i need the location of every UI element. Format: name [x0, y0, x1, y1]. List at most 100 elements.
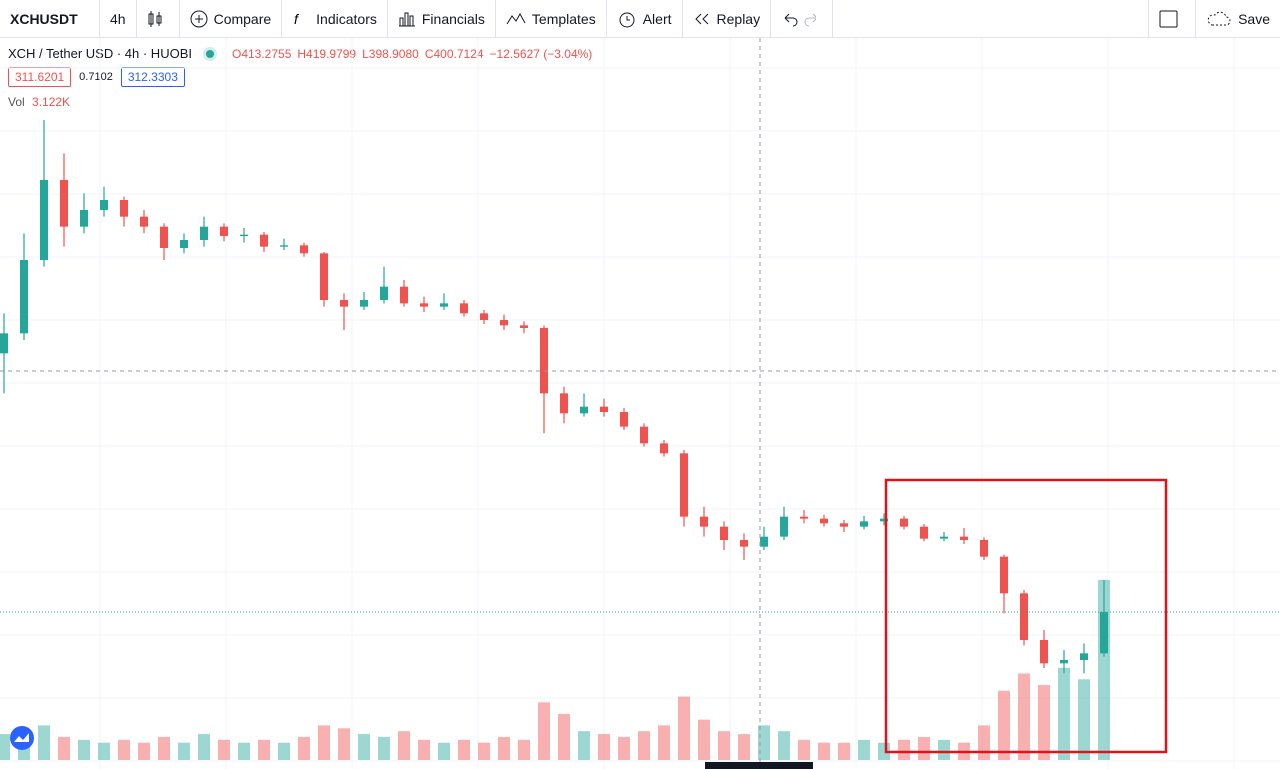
legend-row: XCH / Tether USD · 4h · HUOBI O413.2755 …: [8, 46, 592, 61]
volume-bar: [318, 725, 330, 760]
candle-body: [800, 516, 808, 519]
candle-body: [320, 253, 328, 300]
volume-row: Vol 3.122K: [8, 95, 592, 109]
save-button[interactable]: Save: [1196, 0, 1280, 37]
candle-body: [1080, 653, 1088, 660]
high: H419.9799: [297, 46, 357, 61]
candle-body: [460, 303, 468, 314]
candle-body: [300, 245, 308, 254]
low: L398.9080: [362, 46, 419, 61]
label: Templates: [531, 10, 596, 27]
volume-bar: [1018, 673, 1030, 760]
volume-bar: [198, 734, 210, 760]
candle-body: [680, 453, 688, 517]
volume-bar: [578, 731, 590, 760]
undo-icon: [784, 13, 817, 26]
candle-body: [740, 540, 748, 547]
volume-value: 3.122K: [32, 95, 71, 109]
candle-body: [360, 300, 368, 307]
chart-style-button[interactable]: [137, 0, 180, 37]
volume-bar: [758, 725, 770, 760]
change: −12.5627 (−3.04%): [489, 46, 593, 61]
volume-bar: [638, 731, 650, 760]
candle-body: [880, 518, 888, 522]
volume-bar: [518, 739, 530, 760]
candle-body: [920, 526, 928, 539]
candle-body: [220, 226, 228, 236]
replay-button[interactable]: Replay: [683, 0, 772, 37]
volume-bar: [1058, 667, 1070, 760]
compare-button[interactable]: Compare: [180, 0, 283, 37]
symbol-button[interactable]: XCHUSDT: [0, 0, 100, 37]
volume-bar: [258, 739, 270, 760]
logo: [10, 726, 34, 750]
candle-body: [600, 406, 608, 412]
candle-body: [980, 540, 988, 557]
candle-body: [960, 536, 968, 540]
volume-bar: [278, 742, 290, 760]
volume-bar: [0, 734, 10, 760]
volume-bar: [98, 742, 110, 760]
svg-text:f: f: [294, 11, 300, 27]
candle-body: [80, 210, 88, 227]
candle-body: [620, 412, 628, 427]
candle-body: [380, 286, 388, 300]
highlight-box: [884, 478, 1168, 754]
chart: [0, 38, 1280, 769]
alert-button[interactable]: Alert: [607, 0, 683, 37]
candle-body: [100, 200, 108, 210]
candle-body: [560, 393, 568, 414]
candle-body: [700, 516, 708, 527]
templates-button[interactable]: Templates: [496, 0, 607, 37]
volume-bar: [38, 725, 50, 760]
volume-bar: [818, 742, 830, 760]
candle-body: [760, 536, 768, 547]
alarm-icon: [619, 12, 635, 27]
fx-icon: f: [294, 11, 300, 27]
undo-redo[interactable]: [771, 0, 834, 37]
plus-icon: [190, 10, 208, 27]
time-marker: [705, 762, 813, 769]
candle-body: [180, 240, 188, 248]
candle-body: [640, 426, 648, 444]
candle-body: [60, 180, 68, 227]
layout-button[interactable]: [1148, 0, 1197, 37]
volume-bar: [738, 734, 750, 760]
candle-body: [580, 406, 588, 414]
volume-bar: [338, 728, 350, 760]
label: Compare: [213, 10, 272, 27]
volume-bar: [678, 696, 690, 760]
volume-bar: [58, 736, 70, 760]
toolbar: XCHUSDT 4h Compare f Indicators Financial…: [0, 0, 1280, 38]
candle-body: [500, 320, 508, 326]
financials-button[interactable]: Financials: [388, 0, 496, 37]
open: O413.2755: [231, 46, 292, 61]
volume-bar: [598, 734, 610, 760]
candle-body: [1000, 556, 1008, 594]
volume-bar: [138, 742, 150, 760]
candle-body: [1040, 640, 1048, 664]
indicators-button[interactable]: f Indicators: [282, 0, 388, 37]
candle-body: [480, 313, 488, 320]
volume-bar: [218, 739, 230, 760]
volume-bar: [1038, 685, 1050, 760]
templates-icon: [506, 12, 526, 24]
candle-body: [940, 536, 948, 539]
bars-icon: [398, 12, 415, 26]
volume-bar: [918, 736, 930, 760]
volume-bar: [838, 742, 850, 760]
replay-icon: [694, 13, 708, 24]
interval-button[interactable]: 4h: [100, 0, 137, 37]
label: Financials: [421, 10, 485, 27]
label: Replay: [716, 10, 761, 27]
legend: XCH / Tether USD · 4h · HUOBI O413.2755 …: [8, 46, 592, 109]
candle-body: [240, 234, 248, 236]
candle-body: [400, 286, 408, 304]
candle-body: [520, 325, 528, 328]
candle-body: [440, 303, 448, 307]
label: Save: [1238, 10, 1270, 27]
quote-row: 311.6201 0.7102 312.3303: [8, 67, 592, 87]
square-icon: [1159, 10, 1178, 27]
candle-body: [660, 443, 668, 454]
candle-body: [40, 180, 48, 260]
